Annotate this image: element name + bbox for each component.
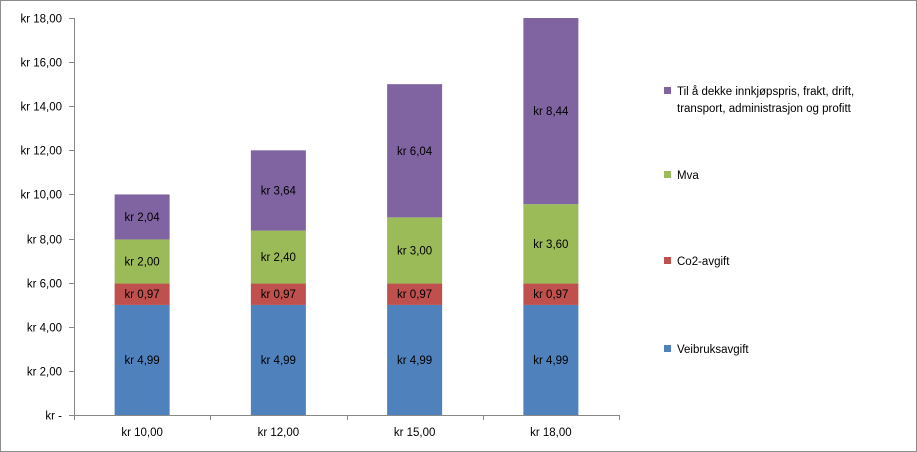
- legend-label: Veibruksavgift: [677, 344, 749, 356]
- bar-segment: [250, 283, 306, 305]
- x-tick-label: kr 12,00: [258, 427, 300, 439]
- legend-swatch: [664, 171, 671, 178]
- y-tick-label: kr -: [45, 411, 62, 423]
- x-tick-label: kr 10,00: [121, 427, 163, 439]
- legend-swatch: [664, 87, 671, 94]
- bar-segment: [387, 84, 443, 218]
- data-label: kr 0,97: [261, 289, 296, 301]
- legend-label: transport, administrasjon og profitt: [677, 103, 852, 115]
- legend-swatch: [664, 345, 671, 352]
- y-tick-label: kr 12,00: [20, 146, 62, 158]
- data-label: kr 2,04: [125, 212, 161, 224]
- data-label: kr 0,97: [125, 289, 160, 301]
- bar-segment: [114, 283, 170, 305]
- y-tick-label: kr 14,00: [20, 102, 62, 114]
- bar-segment: [523, 18, 579, 205]
- y-tick-label: kr 16,00: [20, 58, 62, 70]
- bar-segment: [523, 283, 579, 305]
- data-label: kr 0,97: [533, 289, 568, 301]
- legend-label: Co2-avgift: [677, 256, 730, 268]
- data-label: kr 4,99: [533, 355, 568, 367]
- y-tick-label: kr 18,00: [20, 14, 62, 26]
- y-tick-label: kr 6,00: [27, 279, 62, 291]
- x-tick-label: kr 15,00: [394, 427, 436, 439]
- bar-segment: [387, 217, 443, 284]
- y-tick-label: kr 10,00: [20, 190, 62, 202]
- legend-label: Til å dekke innkjøpspris, frakt, drift,: [677, 86, 854, 98]
- data-label: kr 3,64: [261, 185, 297, 197]
- data-label: kr 3,60: [533, 239, 568, 251]
- legend-swatch: [664, 257, 671, 264]
- bar-segment: [250, 230, 306, 284]
- y-tick-label: kr 2,00: [27, 367, 62, 379]
- bar-segment: [523, 304, 579, 415]
- bar-segment: [523, 204, 579, 284]
- x-tick-label: kr 18,00: [530, 427, 572, 439]
- bar-segment: [387, 304, 443, 415]
- data-label: kr 4,99: [125, 355, 160, 367]
- data-label: kr 4,99: [397, 355, 432, 367]
- bar-segment: [387, 283, 443, 305]
- y-tick-label: kr 4,00: [27, 323, 62, 335]
- bar-segment: [114, 194, 170, 240]
- data-label: kr 2,40: [261, 252, 296, 264]
- data-label: kr 4,99: [261, 355, 296, 367]
- bar-segment: [250, 150, 306, 231]
- data-label: kr 8,44: [533, 106, 569, 118]
- legend-label: Mva: [677, 170, 699, 182]
- data-label: kr 0,97: [397, 289, 432, 301]
- bar-segment: [250, 304, 306, 415]
- data-label: kr 2,00: [125, 256, 160, 268]
- bar-segment: [114, 239, 170, 284]
- data-label: kr 6,04: [397, 146, 433, 158]
- data-label: kr 3,00: [397, 245, 432, 257]
- y-tick-label: kr 8,00: [27, 235, 62, 247]
- bar-segment: [114, 304, 170, 415]
